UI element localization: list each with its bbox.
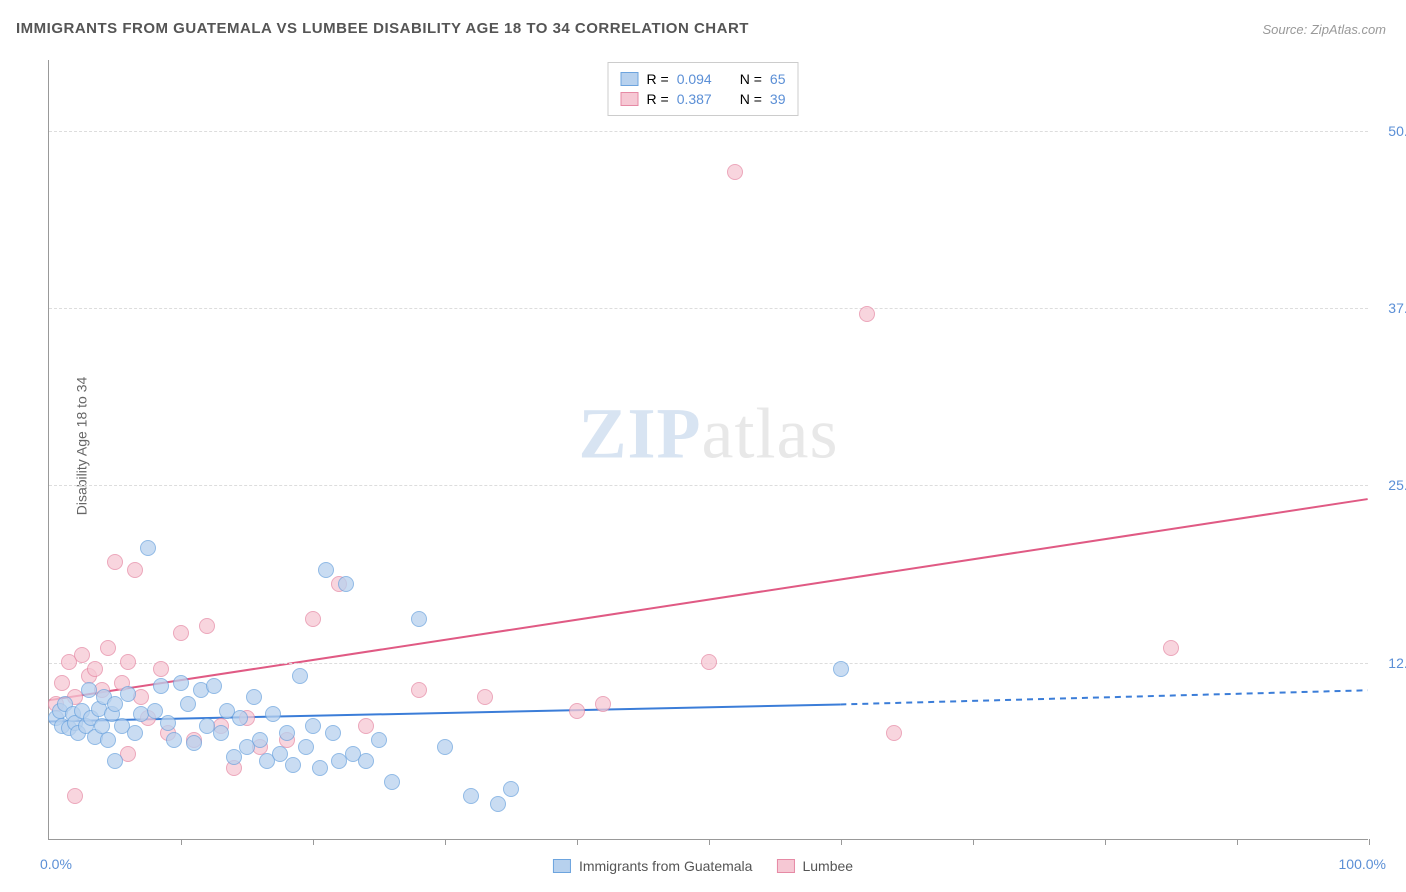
point-series-b bbox=[74, 647, 90, 663]
swatch-series-a bbox=[553, 859, 571, 873]
y-tick-label: 25.0% bbox=[1373, 477, 1406, 493]
y-tick-label: 12.5% bbox=[1373, 655, 1406, 671]
point-series-a bbox=[312, 760, 328, 776]
x-tick bbox=[1237, 839, 1238, 845]
point-series-b bbox=[358, 718, 374, 734]
point-series-a bbox=[166, 732, 182, 748]
point-series-a bbox=[325, 725, 341, 741]
point-series-a bbox=[232, 710, 248, 726]
legend-item: Lumbee bbox=[776, 858, 853, 874]
point-series-a bbox=[180, 696, 196, 712]
point-series-b bbox=[305, 611, 321, 627]
point-series-a bbox=[384, 774, 400, 790]
x-tick bbox=[841, 839, 842, 845]
point-series-a bbox=[265, 706, 281, 722]
x-tick bbox=[973, 839, 974, 845]
point-series-a bbox=[305, 718, 321, 734]
point-series-b bbox=[595, 696, 611, 712]
swatch-series-a bbox=[621, 72, 639, 86]
legend-stats-row: R = 0.094 N = 65 bbox=[621, 69, 786, 89]
y-tick-label: 50.0% bbox=[1373, 123, 1406, 139]
point-series-a bbox=[463, 788, 479, 804]
chart-title: IMMIGRANTS FROM GUATEMALA VS LUMBEE DISA… bbox=[16, 20, 749, 37]
point-series-a bbox=[279, 725, 295, 741]
point-series-a bbox=[298, 739, 314, 755]
legend-label: Immigrants from Guatemala bbox=[579, 858, 753, 874]
plot-area: ZIPatlas 12.5%25.0%37.5%50.0% bbox=[48, 60, 1368, 840]
point-series-a bbox=[292, 668, 308, 684]
point-series-a bbox=[213, 725, 229, 741]
point-series-a bbox=[371, 732, 387, 748]
point-series-b bbox=[199, 618, 215, 634]
point-series-a bbox=[120, 686, 136, 702]
point-series-b bbox=[701, 654, 717, 670]
swatch-series-b bbox=[776, 859, 794, 873]
x-tick bbox=[577, 839, 578, 845]
point-series-a bbox=[338, 576, 354, 592]
point-series-b bbox=[153, 661, 169, 677]
point-series-a bbox=[252, 732, 268, 748]
point-series-b bbox=[859, 306, 875, 322]
point-series-b bbox=[127, 562, 143, 578]
point-series-a bbox=[100, 732, 116, 748]
point-series-a bbox=[81, 682, 97, 698]
gridline bbox=[49, 131, 1368, 132]
point-series-b bbox=[173, 625, 189, 641]
point-series-b bbox=[886, 725, 902, 741]
legend-series: Immigrants from Guatemala Lumbee bbox=[553, 858, 853, 874]
point-series-a bbox=[206, 678, 222, 694]
point-series-a bbox=[246, 689, 262, 705]
point-series-b bbox=[67, 788, 83, 804]
point-series-a bbox=[272, 746, 288, 762]
point-series-a bbox=[318, 562, 334, 578]
legend-item: Immigrants from Guatemala bbox=[553, 858, 753, 874]
x-tick bbox=[1105, 839, 1106, 845]
watermark: ZIPatlas bbox=[579, 392, 839, 475]
point-series-a bbox=[285, 757, 301, 773]
legend-label: Lumbee bbox=[802, 858, 853, 874]
legend-stats: R = 0.094 N = 65 R = 0.387 N = 39 bbox=[608, 62, 799, 116]
x-tick bbox=[709, 839, 710, 845]
gridline bbox=[49, 485, 1368, 486]
x-tick bbox=[445, 839, 446, 845]
point-series-a bbox=[186, 735, 202, 751]
point-series-b bbox=[54, 675, 70, 691]
x-max-label: 100.0% bbox=[1339, 856, 1386, 872]
swatch-series-b bbox=[621, 92, 639, 106]
x-tick bbox=[313, 839, 314, 845]
x-origin-label: 0.0% bbox=[40, 856, 72, 872]
point-series-b bbox=[1163, 640, 1179, 656]
point-series-a bbox=[437, 739, 453, 755]
correlation-chart: IMMIGRANTS FROM GUATEMALA VS LUMBEE DISA… bbox=[0, 0, 1406, 892]
point-series-a bbox=[833, 661, 849, 677]
point-series-a bbox=[173, 675, 189, 691]
point-series-b bbox=[411, 682, 427, 698]
point-series-a bbox=[358, 753, 374, 769]
x-tick bbox=[181, 839, 182, 845]
x-tick bbox=[1369, 839, 1370, 845]
point-series-b bbox=[727, 164, 743, 180]
point-series-a bbox=[127, 725, 143, 741]
point-series-a bbox=[490, 796, 506, 812]
gridline bbox=[49, 308, 1368, 309]
point-series-a bbox=[153, 678, 169, 694]
point-series-b bbox=[569, 703, 585, 719]
chart-source: Source: ZipAtlas.com bbox=[1262, 22, 1386, 37]
point-series-a bbox=[140, 540, 156, 556]
point-series-b bbox=[477, 689, 493, 705]
point-series-a bbox=[411, 611, 427, 627]
point-series-a bbox=[147, 703, 163, 719]
point-series-b bbox=[100, 640, 116, 656]
point-series-b bbox=[107, 554, 123, 570]
point-series-a bbox=[503, 781, 519, 797]
y-tick-label: 37.5% bbox=[1373, 300, 1406, 316]
point-series-b bbox=[87, 661, 103, 677]
point-series-b bbox=[120, 654, 136, 670]
point-series-a bbox=[107, 753, 123, 769]
legend-stats-row: R = 0.387 N = 39 bbox=[621, 89, 786, 109]
point-series-a bbox=[160, 715, 176, 731]
